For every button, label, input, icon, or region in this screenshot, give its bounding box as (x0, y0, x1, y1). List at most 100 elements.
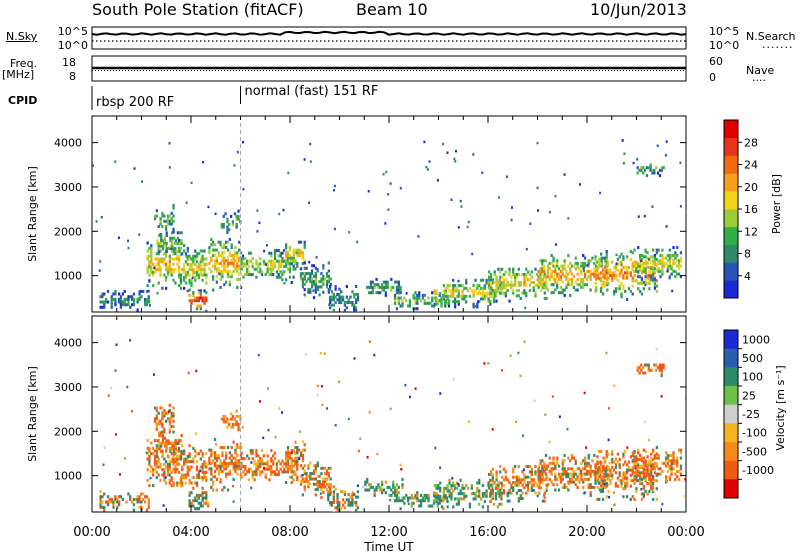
power-range-cell (596, 268, 599, 272)
power-range-cell (309, 280, 312, 284)
velocity-range-cell (652, 475, 655, 479)
power-range-cell (168, 246, 171, 250)
noise-left-tick-low: 10^0 (58, 39, 88, 52)
power-range-cell (180, 239, 183, 243)
power-range-cell (393, 296, 397, 300)
power-range-cell (379, 291, 382, 295)
velocity-range-cell (650, 467, 653, 471)
power-range-cell (618, 271, 621, 275)
velocity-range-cell (174, 457, 177, 461)
power-range-cell (165, 247, 168, 251)
velocity-range-cell (658, 368, 662, 372)
velocity-range-cell (678, 448, 681, 452)
velocity-range-cell (221, 454, 224, 458)
velocity-range-cell (285, 459, 288, 463)
velocity-range-cell (435, 484, 438, 488)
power-range-cell (631, 276, 634, 280)
power-range-cell (570, 280, 574, 284)
velocity-range-cell (238, 467, 241, 471)
power-range-cell (648, 279, 651, 283)
velocity-range-cell (205, 476, 208, 480)
power-range-cell (674, 256, 677, 260)
velocity-range-cell (205, 452, 208, 456)
velocity-range-cell (517, 483, 520, 487)
power-range-cell (169, 239, 172, 243)
power-range-cell (613, 271, 616, 275)
power-range-cell (491, 289, 494, 293)
velocity-range-cell (255, 449, 258, 453)
power-range-cell (481, 297, 485, 301)
velocity-range-cell (299, 454, 303, 458)
velocity-range-cell (212, 459, 215, 463)
velocity-range-cell (587, 483, 590, 487)
power-range-cell (199, 262, 202, 266)
power-range-cell (537, 272, 540, 276)
power-range-cell (353, 308, 356, 312)
power-range-cell (605, 250, 608, 254)
velocity-range-cell (672, 451, 675, 455)
velocity-sparse-cell (399, 463, 402, 467)
velocity-range-cell (176, 468, 179, 472)
velocity-range-cell (659, 472, 662, 476)
velocity-range-cell (459, 489, 462, 493)
power-range-cell (165, 262, 168, 266)
velocity-range-cell (640, 492, 644, 496)
power-sparse-cell (511, 206, 513, 209)
power-range-cell (431, 291, 434, 295)
velocity-range-cell (605, 452, 608, 456)
power-range-cell (587, 275, 590, 279)
power-range-cell (618, 260, 621, 264)
velocity-range-cell (603, 460, 606, 464)
power-range-cell (161, 244, 165, 248)
power-range-cell (544, 277, 548, 281)
power-range-cell (292, 264, 295, 268)
power-range-cell (442, 289, 446, 293)
velocity-range-cell (611, 476, 614, 480)
velocity-range-cell (152, 446, 155, 450)
velocity-range-cell (272, 459, 275, 463)
power-range-cell (639, 281, 642, 285)
power-range-cell (178, 273, 181, 277)
velocity-range-cell (521, 470, 524, 474)
velocity-sparse-cell (376, 452, 379, 456)
velocity-sparse-cell (321, 403, 324, 407)
power-range-cell (636, 166, 639, 170)
velocity-range-cell (395, 493, 399, 497)
velocity-range-cell (567, 472, 570, 476)
velocity-range-cell (163, 462, 166, 466)
power-range-cell (210, 269, 213, 273)
velocity-range-cell (103, 505, 106, 509)
velocity-range-cell (290, 457, 293, 461)
velocity-sparse-cell (434, 446, 437, 450)
power-range-cell (644, 259, 647, 263)
power-range-cell (186, 262, 189, 266)
power-range-cell (247, 251, 251, 255)
velocity-range-cell (205, 496, 208, 500)
velocity-range-cell (324, 472, 327, 476)
velocity-range-cell (601, 481, 605, 485)
power-range-cell (174, 257, 177, 261)
power-range-cell (299, 267, 303, 271)
power-range-cell (601, 284, 605, 288)
power-range-cell (314, 266, 317, 270)
power-sparse-cell (214, 212, 217, 216)
velocity-range-cell (327, 466, 330, 470)
power-range-cell (589, 272, 592, 276)
velocity-range-cell (587, 461, 590, 465)
velocity-range-cell (285, 454, 288, 458)
power-range-cell (266, 265, 269, 269)
velocity-range-cell (652, 481, 655, 485)
velocity-range-cell (239, 446, 243, 450)
power-range-cell (497, 281, 500, 285)
power-range-cell (487, 292, 490, 296)
power-range-cell (230, 275, 233, 279)
velocity-range-cell (309, 472, 312, 476)
power-range-cell (480, 297, 483, 301)
velocity-range-cell (322, 480, 325, 484)
velocity-range-cell (355, 508, 358, 512)
power-range-cell (572, 264, 576, 268)
power-range-cell (594, 255, 597, 259)
velocity-range-cell (544, 464, 548, 468)
power-range-cell (557, 275, 561, 279)
velocity-range-cell (201, 486, 204, 490)
